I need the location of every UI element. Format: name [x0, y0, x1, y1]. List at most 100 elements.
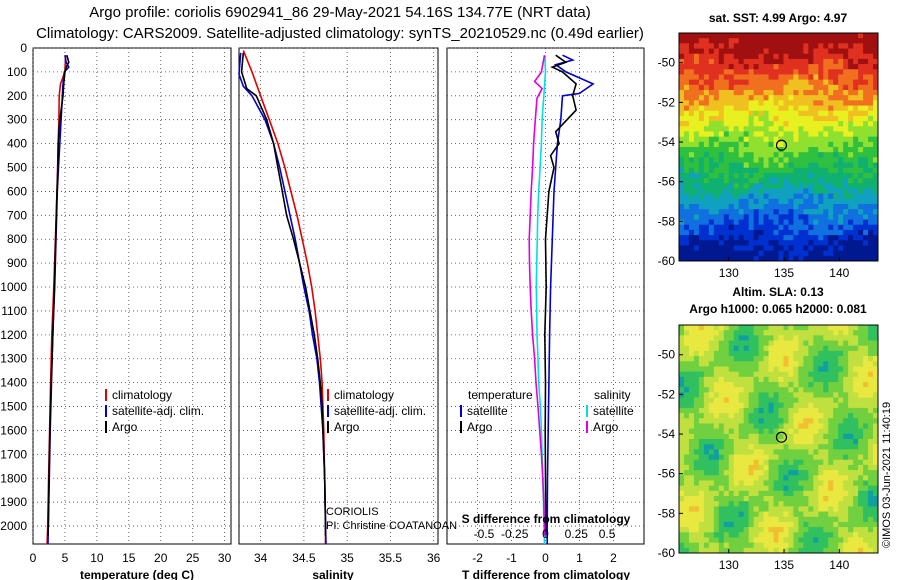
map-cell	[763, 204, 769, 210]
map-cell	[703, 58, 710, 65]
map-cell	[703, 330, 710, 336]
map-cell	[763, 121, 769, 127]
map-cell	[708, 387, 715, 393]
map-cell	[718, 407, 725, 414]
map-cell	[788, 33, 794, 39]
map-cell	[733, 95, 740, 101]
map-cell	[748, 345, 755, 352]
map-cell	[823, 439, 829, 445]
map-cell	[723, 167, 730, 174]
map-cell	[868, 141, 874, 148]
map-cell	[688, 366, 695, 373]
map-cell	[858, 255, 864, 262]
map-cell	[763, 521, 769, 528]
map-cell	[688, 43, 695, 49]
map-cell	[823, 219, 829, 226]
map-cell	[718, 454, 725, 461]
map-cell	[753, 501, 760, 507]
map-cell	[788, 423, 794, 430]
map-cell	[713, 527, 720, 533]
map-cell	[858, 162, 864, 169]
map-cell	[873, 183, 879, 189]
map-cell	[768, 110, 774, 117]
map-cell	[808, 542, 814, 549]
map-cell	[738, 532, 745, 538]
map-cell	[748, 178, 755, 184]
map-cell	[773, 496, 779, 502]
map-cell	[748, 48, 755, 55]
map-cell	[863, 33, 869, 39]
map-cell	[738, 214, 745, 220]
map-cell	[793, 511, 799, 518]
map-cell	[823, 449, 829, 455]
map-cell	[698, 454, 705, 461]
map-cell	[823, 361, 829, 367]
map-cell	[683, 172, 690, 179]
map-cell	[693, 392, 700, 398]
map-cell	[688, 444, 695, 450]
map-cell	[853, 423, 859, 430]
map-cell	[783, 475, 789, 481]
map-cell	[703, 43, 710, 49]
map-cell	[788, 255, 794, 262]
map-cell	[828, 172, 834, 179]
map-cell	[718, 464, 725, 471]
map-cell	[838, 407, 844, 414]
map-cell	[688, 183, 695, 189]
map-cell	[818, 397, 824, 404]
map-cell	[693, 198, 700, 205]
map-cell	[768, 219, 774, 226]
map-cell	[813, 224, 819, 231]
map-cell	[868, 340, 874, 347]
y-tick-label: 900	[7, 256, 27, 270]
map-cell	[688, 110, 695, 117]
map-cell	[778, 157, 784, 163]
map-cell	[848, 79, 854, 86]
x-tick-label: 5	[62, 551, 69, 565]
map-cell	[693, 178, 700, 184]
map-cell	[793, 255, 799, 262]
map-cell	[748, 387, 755, 393]
map-cell	[713, 496, 720, 502]
map-cell	[713, 183, 720, 189]
map-cell	[818, 547, 824, 554]
map-cell	[738, 542, 745, 549]
map-cell	[828, 69, 834, 75]
map-cell	[803, 490, 809, 497]
map-cell	[838, 90, 844, 96]
map-cell	[708, 547, 715, 554]
map-cell	[679, 79, 685, 86]
map-cell	[838, 402, 844, 409]
map-cell	[679, 38, 685, 44]
map-cell	[733, 413, 740, 419]
map-cell	[843, 345, 849, 352]
map-cell	[773, 255, 779, 262]
map-cell	[793, 235, 799, 241]
map-cell	[843, 235, 849, 241]
map-cell	[693, 204, 700, 210]
map-cell	[693, 74, 700, 81]
map-cell	[753, 407, 760, 414]
map-cell	[738, 74, 745, 81]
map-cell	[718, 209, 725, 215]
y-tick-label: 2000	[0, 519, 27, 533]
map-cell	[818, 521, 824, 528]
map-cell	[748, 511, 755, 518]
map-cell	[698, 162, 705, 169]
map-cell	[733, 397, 740, 404]
map-cell	[848, 53, 854, 60]
map-cell	[813, 350, 819, 357]
map-cell	[828, 240, 834, 246]
map-cell	[803, 397, 809, 404]
map-cell	[703, 193, 710, 200]
map-cell	[858, 475, 864, 481]
map-cell	[708, 418, 715, 424]
map-cell	[708, 126, 715, 132]
map-cell	[858, 501, 864, 507]
map-cell	[703, 33, 710, 39]
map-cell	[873, 506, 879, 512]
map-cell	[679, 183, 685, 189]
map-cell	[823, 475, 829, 481]
map-cell	[843, 214, 849, 220]
map-cell	[838, 235, 844, 241]
